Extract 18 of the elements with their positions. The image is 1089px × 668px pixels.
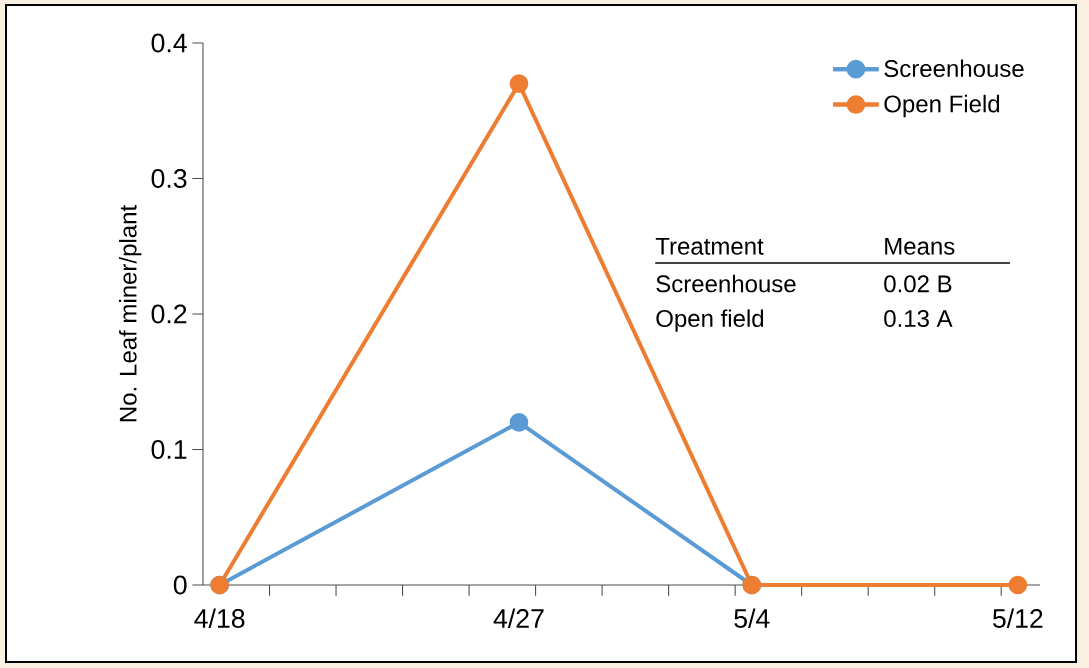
annotation: Treatment — [655, 238, 764, 255]
y-tick-label: 0.1 — [151, 440, 187, 459]
legend-label: Open Field — [884, 94, 1000, 118]
x-tick-label: 4/18 — [194, 608, 245, 628]
x-tick-label: 5/4 — [734, 608, 770, 628]
legend-label: Screenhouse — [884, 59, 1024, 78]
x-tick-label: 5/12 — [992, 608, 1043, 628]
y-tick-label: 0.3 — [151, 169, 187, 188]
annotation: Screenhouse — [656, 274, 796, 293]
y-tick-label: 0.4 — [151, 33, 187, 53]
annotation: 0.13 A — [884, 310, 953, 328]
x-tick-label: 4/27 — [493, 608, 544, 628]
y-axis-title: No. Leaf miner/plant — [119, 205, 142, 422]
annotation: 0.02 B — [884, 275, 952, 293]
annotation: Open field — [656, 309, 764, 332]
y-tick-label: 0 — [173, 575, 187, 595]
y-tick-label: 0.2 — [151, 304, 187, 324]
annotation: Means — [885, 238, 955, 255]
